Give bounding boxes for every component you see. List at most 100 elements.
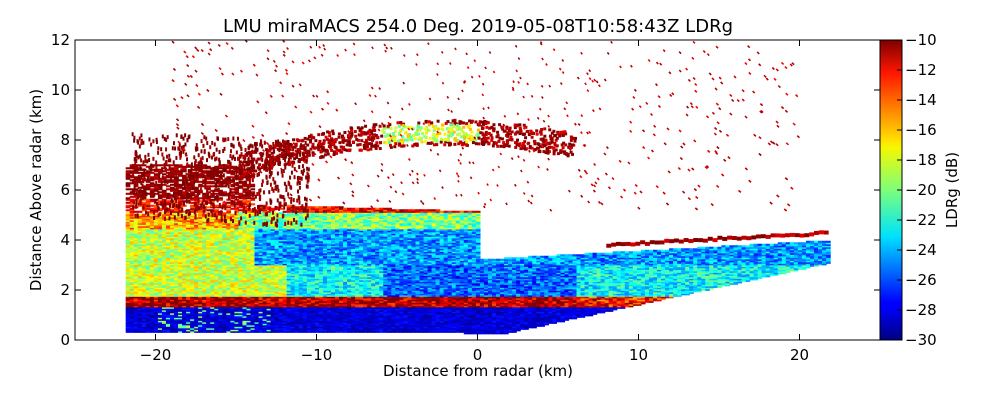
echo-cell	[318, 236, 324, 239]
echo-cell	[335, 285, 340, 288]
echo-cell	[298, 237, 304, 240]
echo-cell	[314, 306, 320, 309]
echo-cell	[190, 318, 195, 321]
echo-cell	[149, 204, 155, 207]
echo-cell	[133, 299, 139, 302]
echo-cell	[169, 293, 175, 296]
echo-cell	[230, 257, 235, 260]
echo-cell	[254, 218, 260, 221]
echo-cell	[238, 260, 244, 263]
echo-cell	[226, 293, 231, 296]
echo-cell	[250, 197, 256, 200]
echo-cell	[238, 194, 244, 197]
echo-cell	[190, 260, 195, 263]
echo-cell	[254, 279, 260, 282]
echo-cell	[246, 317, 252, 320]
echo-cell	[174, 234, 179, 237]
echo-cell	[206, 261, 211, 264]
echo-cell	[206, 246, 211, 249]
echo-cell	[226, 176, 231, 179]
echo-cell	[242, 293, 248, 296]
echo-cell	[330, 276, 336, 279]
echo-cell	[254, 290, 260, 293]
echo-cell	[270, 248, 276, 251]
echo-cell	[234, 269, 240, 272]
echo-cell	[298, 252, 304, 255]
echo-cell	[306, 275, 312, 278]
echo-cell	[298, 290, 304, 293]
echo-cell	[282, 234, 288, 237]
echo-cell	[274, 284, 280, 287]
echo-cell	[145, 233, 151, 236]
echo-cell	[178, 261, 183, 264]
echo-cell	[222, 237, 227, 240]
echo-cell	[206, 329, 211, 332]
echo-cell	[198, 321, 203, 324]
echo-cell	[238, 237, 244, 240]
echo-cell	[262, 308, 268, 311]
echo-cell	[282, 279, 288, 282]
echo-cell	[258, 261, 264, 264]
echo-cell	[298, 243, 304, 246]
echo-cell	[125, 209, 131, 212]
echo-cell	[157, 243, 163, 246]
echo-cell	[266, 312, 272, 315]
echo-cell	[290, 266, 296, 269]
echo-cell	[194, 309, 199, 312]
echo-cell	[266, 308, 272, 311]
echo-cell	[174, 194, 179, 197]
echo-cell	[125, 311, 131, 314]
echo-cell	[250, 242, 256, 245]
echo-cell	[234, 281, 240, 284]
echo-cell	[310, 266, 316, 269]
echo-cell	[322, 288, 328, 291]
echo-cell	[202, 272, 207, 275]
echo-cell	[326, 272, 332, 275]
echo-cell	[330, 327, 336, 330]
echo-cell	[282, 243, 288, 246]
echo-cell	[242, 191, 248, 194]
echo-cell	[262, 264, 268, 267]
echo-cell	[174, 195, 179, 198]
echo-cell	[274, 302, 280, 305]
echo-cell	[282, 273, 288, 276]
echo-cell	[141, 257, 147, 260]
echo-cell	[335, 302, 340, 305]
echo-cell	[230, 237, 235, 240]
echo-cell	[330, 290, 336, 293]
echo-cell	[206, 186, 211, 189]
echo-cell	[218, 294, 223, 297]
echo-cell	[202, 305, 207, 308]
echo-cell	[318, 243, 324, 246]
echo-cell	[262, 227, 268, 230]
echo-cell	[318, 218, 324, 221]
echo-cell	[326, 212, 332, 215]
echo-cell	[322, 312, 328, 315]
echo-cell	[165, 168, 171, 171]
echo-cell	[294, 261, 300, 264]
echo-cell	[250, 308, 256, 311]
echo-cell	[286, 329, 292, 332]
echo-cell	[234, 300, 240, 303]
echo-cell	[234, 224, 240, 227]
echo-cell	[266, 318, 272, 321]
echo-cell	[258, 207, 264, 210]
echo-cell	[182, 227, 187, 230]
echo-cell	[230, 308, 235, 311]
echo-cell	[149, 281, 155, 284]
echo-cell	[270, 291, 276, 294]
echo-cell	[145, 218, 151, 221]
echo-cell	[282, 303, 288, 306]
echo-cell	[290, 308, 296, 311]
echo-cell	[157, 225, 163, 228]
echo-cell	[145, 255, 151, 258]
echo-cell	[206, 270, 211, 273]
echo-cell	[202, 291, 207, 294]
echo-cell	[210, 270, 215, 273]
echo-cell	[294, 314, 300, 317]
echo-cell	[190, 270, 195, 273]
echo-cell	[202, 180, 207, 183]
echo-cell	[194, 234, 199, 237]
echo-cell	[133, 168, 139, 171]
echo-cell	[226, 206, 231, 209]
